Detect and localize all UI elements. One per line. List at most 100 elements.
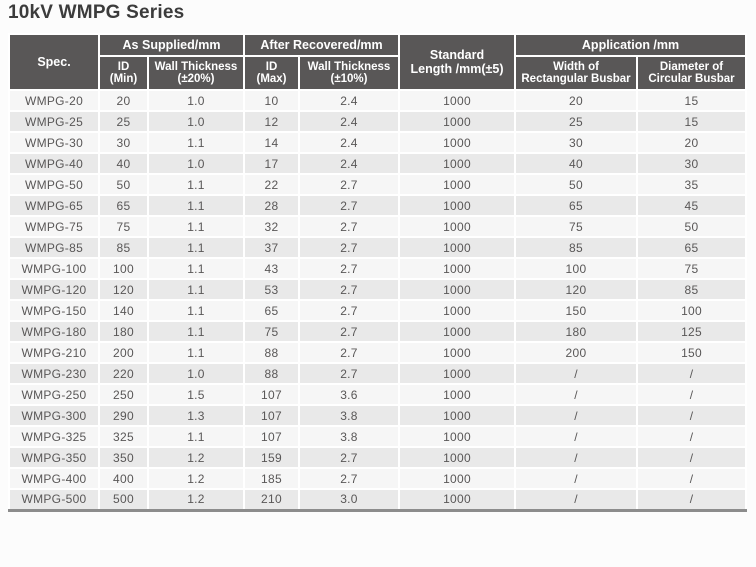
cell-wall-thickness-10: 2.7 [297,362,401,385]
cell-wall-thickness-20: 1.2 [147,488,245,512]
page-title: 10kV WMPG Series [8,2,185,23]
cell-wall-thickness-10: 2.7 [297,278,401,301]
cell-id-min: 400 [98,467,149,490]
col-header-spec: Spec. [8,33,100,91]
cell-id-max: 75 [243,320,300,343]
cell-diameter-circular: 20 [636,131,748,154]
cell-id-min: 75 [98,215,149,238]
cell-diameter-circular: 125 [636,320,748,343]
cell-id-max: 88 [243,341,300,364]
cell-wall-thickness-20: 1.1 [147,236,245,259]
cell-diameter-circular: / [636,446,748,469]
col-group-after-recovered: After Recovered/mm [242,33,401,57]
cell-id-min: 30 [98,131,149,154]
cell-wall-thickness-10: 2.7 [297,173,401,196]
cell-wall-thickness-10: 2.7 [297,194,401,217]
cell-standard-length: 1000 [398,194,517,217]
cell-spec: WMPG-500 [8,488,100,512]
table-row: WMPG-30 30 1.1 14 2.4 1000 30 20 [8,131,748,154]
cell-wall-thickness-10: 2.7 [297,236,401,259]
table-row: WMPG-500 500 1.2 210 3.0 1000 / / [8,488,748,512]
cell-id-min: 50 [98,173,149,196]
cell-standard-length: 1000 [398,404,517,427]
cell-id-max: 159 [243,446,300,469]
cell-wall-thickness-20: 1.1 [147,320,245,343]
cell-id-max: 12 [243,110,300,133]
cell-width-rectangular: 200 [514,341,639,364]
cell-id-min: 25 [98,110,149,133]
cell-standard-length: 1000 [398,236,517,259]
cell-spec: WMPG-40 [8,152,100,175]
cell-wall-thickness-20: 1.5 [147,383,245,406]
cell-id-max: 185 [243,467,300,490]
cell-diameter-circular: / [636,488,748,512]
cell-wall-thickness-10: 3.8 [297,404,401,427]
cell-standard-length: 1000 [398,362,517,385]
table-row: WMPG-230 220 1.0 88 2.7 1000 / / [8,362,748,385]
cell-standard-length: 1000 [398,488,517,512]
cell-standard-length: 1000 [398,257,517,280]
cell-wall-thickness-20: 1.1 [147,299,245,322]
cell-wall-thickness-10: 3.6 [297,383,401,406]
cell-wall-thickness-20: 1.1 [147,215,245,238]
cell-width-rectangular: 65 [514,194,639,217]
cell-wall-thickness-20: 1.3 [147,404,245,427]
spec-table: Spec. As Supplied/mm After Recovered/mm … [8,33,748,512]
header-group-row: Spec. As Supplied/mm After Recovered/mm … [8,33,748,91]
cell-wall-thickness-20: 1.2 [147,446,245,469]
cell-diameter-circular: / [636,467,748,490]
cell-width-rectangular: 120 [514,278,639,301]
cell-wall-thickness-20: 1.1 [147,194,245,217]
cell-diameter-circular: / [636,404,748,427]
cell-wall-thickness-10: 2.4 [297,131,401,154]
cell-wall-thickness-10: 3.8 [297,425,401,448]
cell-diameter-circular: 85 [636,278,748,301]
cell-wall-thickness-20: 1.0 [147,152,245,175]
cell-standard-length: 1000 [398,467,517,490]
cell-width-rectangular: 150 [514,299,639,322]
cell-id-max: 32 [243,215,300,238]
cell-id-max: 65 [243,299,300,322]
cell-id-max: 210 [243,488,300,512]
table-row: WMPG-20 20 1.0 10 2.4 1000 20 15 [8,89,748,112]
cell-width-rectangular: / [514,488,639,512]
col-header-standard-length: Standard Length /mm(±5) [398,33,517,91]
cell-id-max: 107 [243,425,300,448]
cell-width-rectangular: 25 [514,110,639,133]
table-row: WMPG-400 400 1.2 185 2.7 1000 / / [8,467,748,490]
cell-spec: WMPG-230 [8,362,100,385]
cell-width-rectangular: / [514,425,639,448]
cell-id-min: 85 [98,236,149,259]
cell-id-min: 100 [98,257,149,280]
cell-width-rectangular: / [514,383,639,406]
cell-width-rectangular: 20 [514,89,639,112]
cell-wall-thickness-10: 2.4 [297,89,401,112]
table-row: WMPG-150 140 1.1 65 2.7 1000 150 100 [8,299,748,322]
cell-wall-thickness-10: 2.7 [297,446,401,469]
cell-width-rectangular: 40 [514,152,639,175]
cell-standard-length: 1000 [398,383,517,406]
cell-spec: WMPG-250 [8,383,100,406]
table-row: WMPG-65 65 1.1 28 2.7 1000 65 45 [8,194,748,217]
table-row: WMPG-50 50 1.1 22 2.7 1000 50 35 [8,173,748,196]
table-row: WMPG-100 100 1.1 43 2.7 1000 100 75 [8,257,748,280]
cell-standard-length: 1000 [398,425,517,448]
cell-id-min: 120 [98,278,149,301]
cell-spec: WMPG-210 [8,341,100,364]
cell-width-rectangular: / [514,467,639,490]
cell-width-rectangular: / [514,446,639,469]
cell-spec: WMPG-85 [8,236,100,259]
table-body: WMPG-20 20 1.0 10 2.4 1000 20 15 WMPG-25… [8,89,748,512]
cell-wall-thickness-10: 2.4 [297,152,401,175]
col-group-as-supplied: As Supplied/mm [98,33,245,57]
table-row: WMPG-210 200 1.1 88 2.7 1000 200 150 [8,341,748,364]
cell-wall-thickness-20: 1.0 [147,89,245,112]
cell-diameter-circular: 50 [636,215,748,238]
cell-wall-thickness-10: 2.7 [297,467,401,490]
table-row: WMPG-40 40 1.0 17 2.4 1000 40 30 [8,152,748,175]
cell-width-rectangular: 180 [514,320,639,343]
cell-wall-thickness-20: 1.1 [147,173,245,196]
cell-id-max: 28 [243,194,300,217]
cell-id-max: 10 [243,89,300,112]
cell-wall-thickness-20: 1.0 [147,110,245,133]
